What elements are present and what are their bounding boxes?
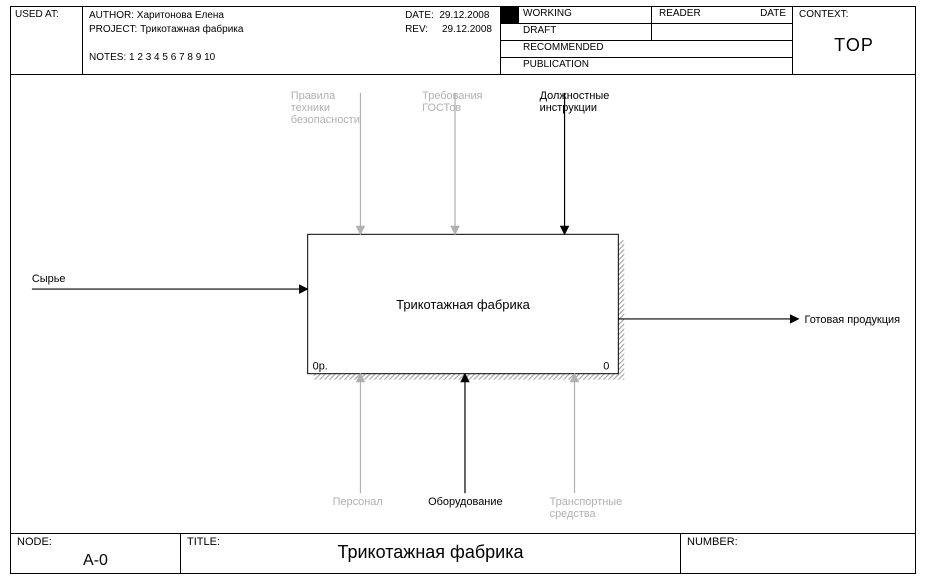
control-label-1a: Правила xyxy=(291,90,336,102)
status-marker-icon xyxy=(501,7,519,23)
control-label-1b: техники xyxy=(291,102,330,114)
control-label-3a: Должностные xyxy=(540,90,610,102)
status-cell: WORKING READER DATE DRAFT RECOMMENDED PU… xyxy=(501,7,793,75)
box-title: Трикотажная фабрика xyxy=(396,297,531,312)
author-value: Харитонова Елена xyxy=(137,10,224,21)
box-corner-left: 0р. xyxy=(313,361,328,373)
date-value: 29.12.2008 xyxy=(439,10,489,21)
title-cell: TITLE: Трикотажная фабрика xyxy=(181,534,681,574)
mechanism-label-1: Персонал xyxy=(333,496,383,508)
context-label: CONTEXT: xyxy=(799,9,848,20)
rev-label: REV: xyxy=(405,24,428,35)
context-cell: CONTEXT: TOP xyxy=(793,7,915,75)
output-label: Готовая продукция xyxy=(805,314,901,326)
mechanism-label-2: Оборудование xyxy=(428,496,502,508)
date-label: DATE: xyxy=(405,10,434,21)
project-value: Трикотажная фабрика xyxy=(140,24,243,35)
input-label: Сырье xyxy=(32,273,66,285)
notes-value: 1 2 3 4 5 6 7 8 9 10 xyxy=(129,52,215,63)
control-label-2a: Требования xyxy=(422,90,482,102)
status-row-working: WORKING READER DATE xyxy=(501,7,792,24)
context-value: TOP xyxy=(793,35,915,56)
rev-value: 29.12.2008 xyxy=(442,24,492,35)
status-row-recommended: RECOMMENDED xyxy=(501,41,792,58)
used-at-cell: USED AT: xyxy=(11,7,83,75)
number-cell: NUMBER: xyxy=(681,534,915,574)
footer-block: NODE: A-0 TITLE: Трикотажная фабрика NUM… xyxy=(11,533,915,573)
box-corner-right: 0 xyxy=(603,361,609,373)
node-label: NODE: xyxy=(17,536,52,548)
control-label-2b: ГОСТов xyxy=(422,102,461,114)
reader-date-label: DATE xyxy=(760,8,786,19)
node-cell: NODE: A-0 xyxy=(11,534,181,574)
control-label-3b: инструкции xyxy=(540,102,597,114)
mechanism-label-3b: средства xyxy=(550,508,597,520)
status-row-draft: DRAFT xyxy=(501,24,792,41)
status-working: WORKING xyxy=(523,8,651,19)
status-recommended: RECOMMENDED xyxy=(523,42,651,53)
node-value: A-0 xyxy=(11,552,180,570)
title-value: Трикотажная фабрика xyxy=(181,542,680,563)
status-draft: DRAFT xyxy=(523,25,651,36)
used-at-label: USED AT: xyxy=(15,9,59,20)
project-label: PROJECT: xyxy=(89,23,137,37)
status-publication: PUBLICATION xyxy=(523,59,651,70)
notes-label: NOTES: xyxy=(89,51,126,65)
control-label-1c: безопасности xyxy=(291,114,360,126)
diagram-canvas: Трикотажная фабрика 0р. 0 Сырье Готовая … xyxy=(11,75,915,533)
idef0-svg: Трикотажная фабрика 0р. 0 Сырье Готовая … xyxy=(11,75,915,533)
reader-label: READER xyxy=(659,8,701,19)
author-label: AUTHOR: xyxy=(89,9,134,23)
status-row-publication: PUBLICATION xyxy=(501,58,792,75)
idef0-frame: USED AT: AUTHOR: Харитонова Елена PROJEC… xyxy=(10,6,916,574)
author-cell: AUTHOR: Харитонова Елена PROJECT: Трикот… xyxy=(83,7,501,75)
header-block: USED AT: AUTHOR: Харитонова Елена PROJEC… xyxy=(11,7,915,75)
mechanism-label-3a: Транспортные xyxy=(550,496,623,508)
number-label: NUMBER: xyxy=(687,536,738,548)
